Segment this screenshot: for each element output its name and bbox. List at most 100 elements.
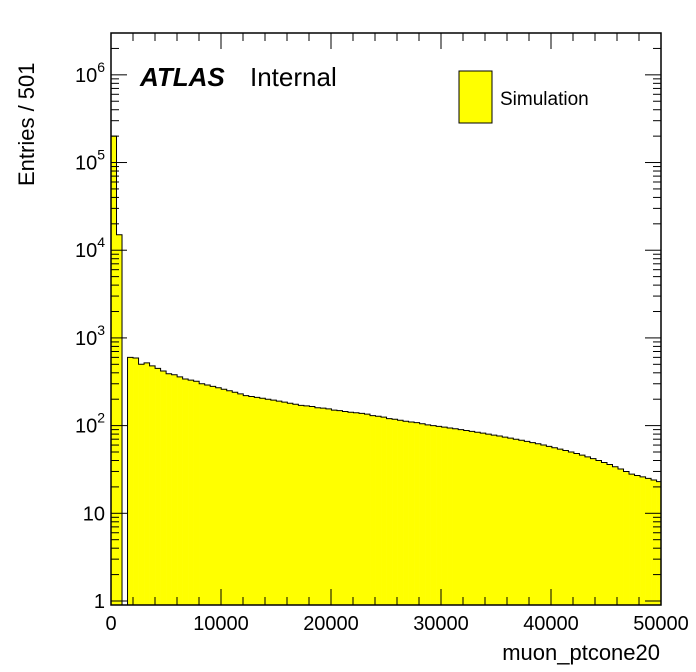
histogram-bin [149, 365, 156, 605]
histogram-bin [562, 450, 569, 605]
histogram-bin [408, 421, 415, 605]
x-tick-label: 40000 [523, 613, 579, 635]
histogram-bin [606, 464, 613, 605]
histogram-bin [640, 476, 646, 605]
histogram-bin [623, 471, 630, 605]
histogram-bin [513, 439, 520, 605]
histogram-bin [133, 358, 139, 605]
histogram-bin [265, 399, 272, 605]
histogram-bars [111, 136, 662, 605]
histogram-bin [320, 408, 327, 605]
histogram-bin [347, 412, 354, 605]
histogram-bin [590, 458, 597, 605]
histogram-bin [656, 481, 662, 605]
x-tick-label: 10000 [193, 613, 249, 635]
histogram-bin [414, 422, 420, 605]
histogram-bin [452, 428, 459, 605]
legend: Simulation [458, 70, 589, 124]
y-axis-ticks: 1 10 102 103 104 105 106 [75, 32, 661, 613]
histogram-bin [237, 393, 244, 605]
histogram-bin [584, 456, 591, 605]
x-tick-label: 0 [105, 613, 116, 635]
histogram-bin [419, 423, 426, 605]
histogram-bin [270, 400, 277, 605]
histogram-bin [144, 362, 150, 605]
histogram-bin [226, 390, 233, 605]
histogram-bin [243, 395, 250, 605]
x-tick-label: 30000 [413, 613, 469, 635]
histogram-bin [210, 386, 217, 605]
histogram-bin [215, 387, 222, 605]
histogram-bin [601, 462, 608, 605]
y-tick-label: 1 [94, 591, 105, 613]
histogram-bin [480, 433, 487, 605]
histogram-bin [403, 421, 409, 605]
histogram-bin [645, 478, 652, 605]
histogram-bin [463, 430, 470, 605]
histogram-bin [573, 453, 580, 605]
histogram-bin [287, 403, 294, 605]
histogram-bin [507, 438, 514, 605]
histogram-bin [325, 408, 332, 605]
histogram-bin [160, 370, 167, 605]
histogram-bin [496, 436, 503, 605]
histogram-bin [359, 413, 365, 605]
histogram-bin [171, 374, 178, 605]
histogram-bin [199, 383, 205, 605]
atlas-status: Internal [250, 62, 337, 92]
histogram-bin [331, 410, 338, 605]
histogram-bin [568, 452, 575, 605]
histogram-bin [491, 435, 498, 605]
histogram-bin [557, 449, 564, 605]
y-tick-label: 106 [75, 59, 105, 87]
y-tick-label: 105 [75, 147, 105, 175]
histogram-bin [364, 414, 371, 605]
histogram-bin [309, 406, 316, 605]
histogram-bin [485, 434, 492, 605]
histogram-bin [177, 376, 183, 605]
legend-entry: Simulation [500, 89, 589, 110]
plot-frame [110, 32, 662, 606]
histogram-bin [375, 416, 382, 605]
histogram-bin [447, 427, 453, 605]
histogram-bin [116, 234, 123, 605]
y-tick-label: 102 [75, 410, 105, 438]
histogram-bin [298, 405, 305, 605]
histogram-bin [618, 469, 624, 605]
histogram-bin [529, 442, 536, 605]
histogram-bin [469, 431, 476, 605]
histogram-bin [540, 445, 547, 605]
histogram-bin [155, 368, 161, 605]
y-tick-label: 104 [75, 234, 105, 262]
histogram-bin [441, 427, 448, 605]
histogram-bin [111, 136, 117, 605]
histogram-bin [430, 425, 437, 605]
histogram-bin [579, 455, 586, 605]
y-tick-label: 10 [83, 503, 105, 525]
x-axis-title: muon_ptcone20 [502, 640, 660, 665]
histogram-bin [502, 437, 509, 605]
y-axis-title: Entries / 501 [14, 62, 39, 186]
histogram-bin [281, 402, 288, 605]
histogram-bin [254, 397, 261, 605]
histogram-bin [634, 475, 641, 605]
histogram-bin [138, 364, 145, 605]
histogram-bin [381, 417, 387, 605]
histogram-bin [436, 426, 442, 605]
atlas-label: ATLAS [139, 62, 225, 92]
histogram-bin [232, 392, 239, 605]
histogram-bin [535, 443, 542, 605]
histogram-bin [221, 389, 228, 605]
histogram-bin [425, 424, 431, 605]
legend-swatch [458, 70, 493, 124]
histogram-bin [182, 379, 189, 605]
histogram-bin [551, 447, 558, 605]
histogram-bin [474, 432, 481, 605]
histogram-bin [651, 479, 657, 605]
x-tick-label: 20000 [303, 613, 359, 635]
histogram-bin [276, 401, 283, 605]
histogram-bin [193, 381, 200, 605]
x-axis-ticks: 0 10000 20000 30000 40000 50000 [105, 33, 689, 635]
histogram-bin [204, 385, 211, 605]
